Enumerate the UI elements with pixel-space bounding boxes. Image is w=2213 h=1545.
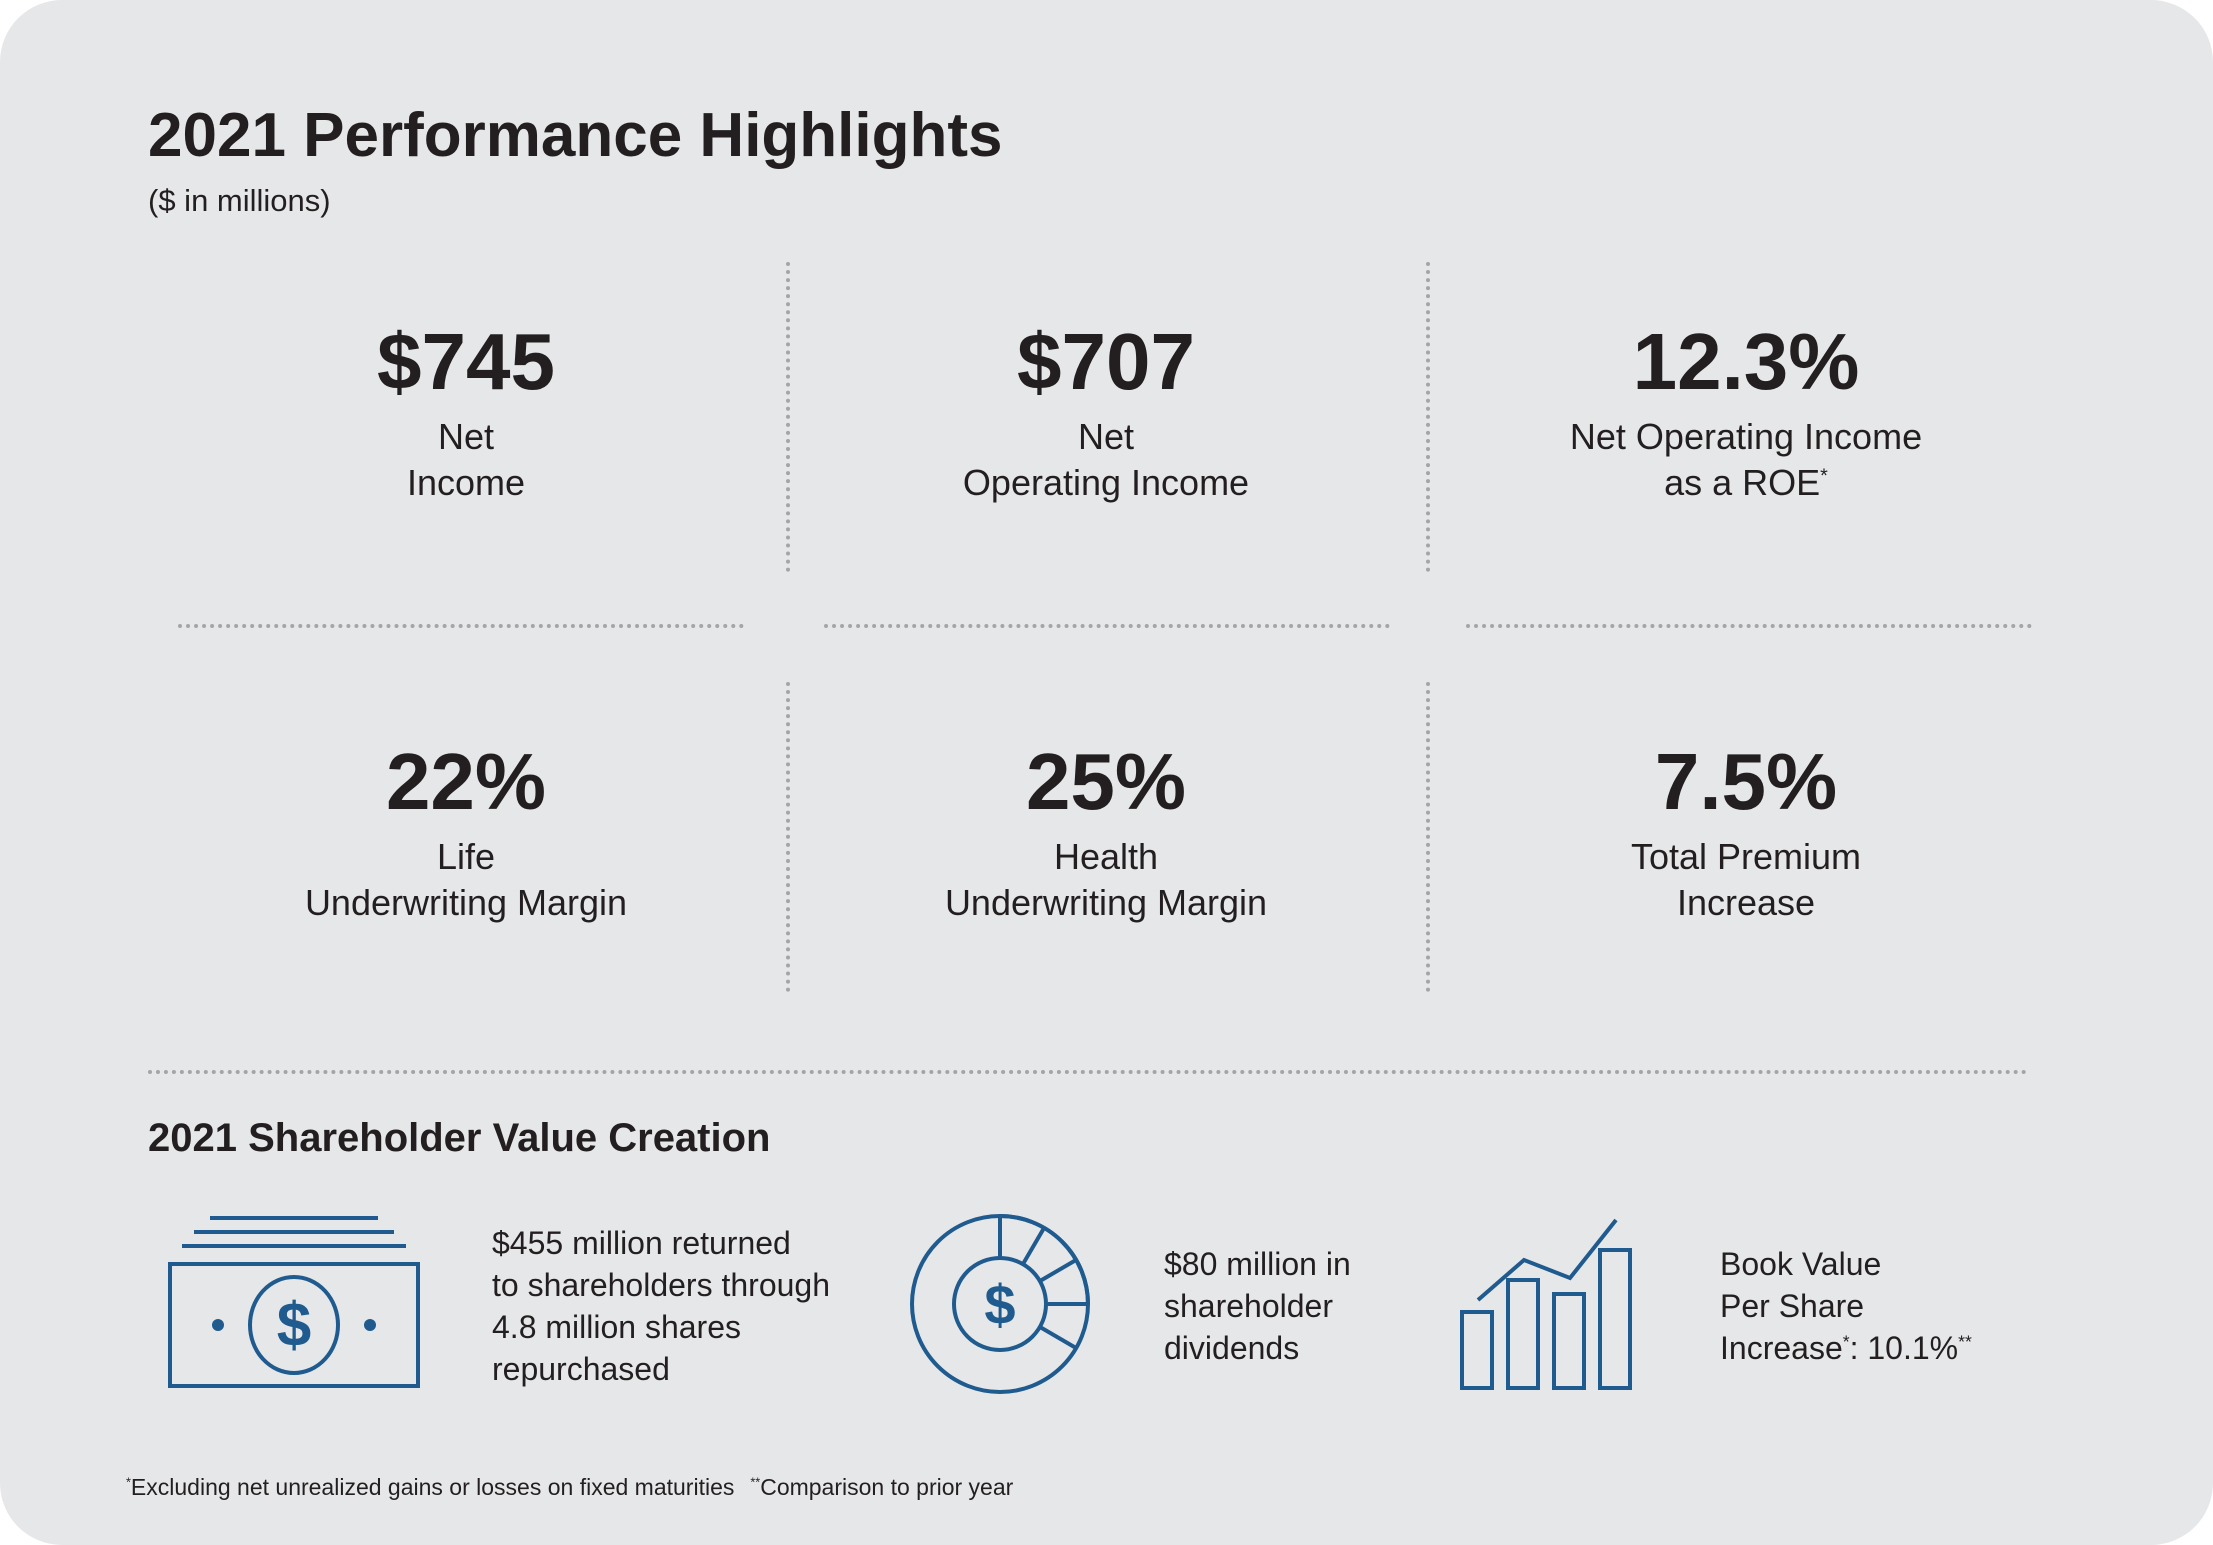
footnote-marker: * [1842,1331,1850,1352]
page-title: 2021 Performance Highlights [148,101,1003,170]
description-text: Increase [1720,1330,1843,1366]
vertical-divider [1426,682,1430,992]
horizontal-divider [824,624,1390,628]
metric-label: Total Premium Increase [1426,834,2066,926]
description-line: $80 million in [1164,1246,1351,1282]
metric-label-line: Operating Income [962,462,1250,503]
metric-value: $707 [1017,317,1195,406]
metric-label-line: Increase [1676,882,1816,923]
metric-life-underwriting-margin: 22% Life Underwriting Margin [146,734,786,926]
svg-text:$: $ [277,1291,311,1360]
dollar-bill-icon: $ [168,1216,420,1388]
bar-line-chart-icon [1460,1218,1632,1390]
shareholder-item-repurchases: $455 million returned to shareholders th… [492,1222,830,1390]
footnote-text: Comparison to prior year [760,1474,1014,1500]
metric-net-income: $745 Net Income [146,314,786,506]
vertical-divider [786,682,790,992]
footnote-text: Excluding net unrealized gains or losses… [130,1474,735,1500]
metric-roe: 12.3% Net Operating Income as a ROE* [1426,314,2066,506]
metric-label: Health Underwriting Margin [786,834,1426,926]
footnote: *Excluding net unrealized gains or losse… [126,1474,1013,1501]
metric-label: Net Income [146,414,786,506]
metric-label: Net Operating Income [786,414,1426,506]
metric-label-line: Net Operating Income [1569,416,1923,457]
metric-label-line: Life [436,836,496,877]
metric-label-line: Health [1053,836,1159,877]
metric-net-operating-income: $707 Net Operating Income [786,314,1426,506]
metric-label: Net Operating Income as a ROE* [1426,414,2066,506]
horizontal-divider [1466,624,2032,628]
metric-value: 25% [1025,737,1187,826]
description-line: Increase*: 10.1%** [1720,1327,1972,1369]
metric-value: 22% [385,737,547,826]
metric-label-line: Income [406,462,526,503]
vertical-divider [1426,262,1430,572]
metric-label-line: Net [1077,416,1135,457]
footnote-marker: * [1820,465,1828,487]
description-text: : 10.1% [1849,1330,1959,1366]
section-title: 2021 Shareholder Value Creation [148,1116,771,1160]
description-line: to shareholders through [492,1267,830,1303]
page-subtitle: ($ in millions) [148,183,331,218]
dollar-donut-chart-icon: $ [910,1214,1090,1394]
shareholder-item-dividends: $80 million in shareholder dividends [1164,1243,1351,1369]
metric-value: $745 [377,317,555,406]
metric-health-underwriting-margin: 25% Health Underwriting Margin [786,734,1426,926]
horizontal-divider [178,624,744,628]
metric-label-text: as a ROE [1664,462,1821,503]
description-line: Per Share [1720,1288,1865,1324]
svg-text:$: $ [984,1273,1015,1336]
metric-value: 12.3% [1632,317,1860,406]
metric-label-line: Underwriting Margin [304,882,628,923]
footnote-marker: ** [1958,1331,1972,1352]
description-line: repurchased [492,1351,670,1387]
vertical-divider [786,262,790,572]
description-line: shareholder [1164,1288,1333,1324]
metric-label-line: Underwriting Margin [944,882,1268,923]
metric-label-line: Total Premium [1630,836,1862,877]
description-line: Book Value [1720,1246,1882,1282]
section-divider [148,1070,2028,1074]
metric-label-line: as a ROE* [1426,460,2066,506]
footnote-marker: ** [750,1475,761,1490]
description-line: 4.8 million shares [492,1309,741,1345]
shareholder-item-book-value: Book Value Per Share Increase*: 10.1%** [1720,1243,1972,1369]
description-line: dividends [1164,1330,1300,1366]
description-line: $455 million returned [492,1225,791,1261]
metric-label: Life Underwriting Margin [146,834,786,926]
footnote-marker: * [126,1475,131,1490]
metric-total-premium-increase: 7.5% Total Premium Increase [1426,734,2066,926]
metric-label-line: Net [437,416,495,457]
metric-value: 7.5% [1654,737,1838,826]
